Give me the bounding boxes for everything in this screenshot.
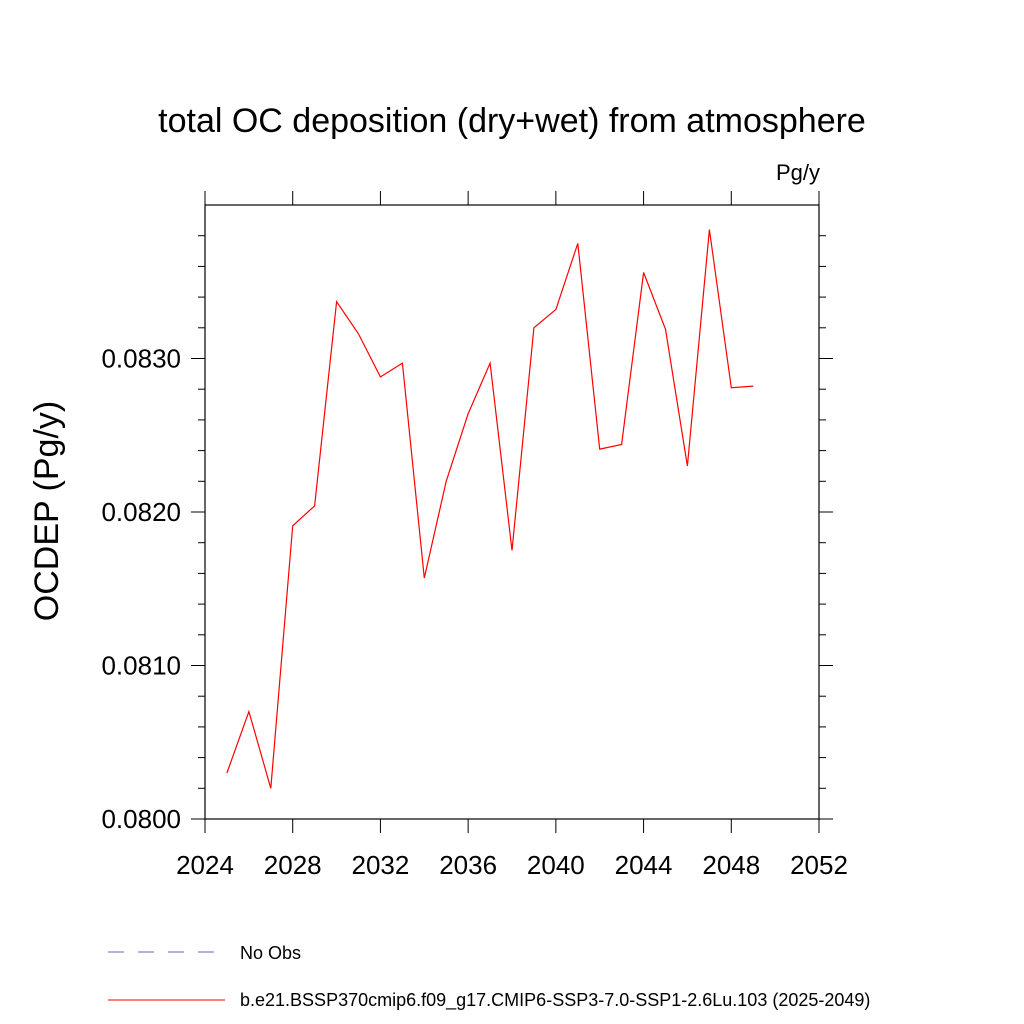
x-tick-label: 2036 xyxy=(439,850,497,880)
legend-label-no-obs: No Obs xyxy=(240,943,301,963)
plot-frame xyxy=(204,204,820,820)
series-line xyxy=(226,229,754,789)
legend: No Obs b.e21.BSSP370cmip6.f09_g17.CMIP6-… xyxy=(108,943,870,1011)
y-tick-label: 0.0820 xyxy=(101,497,181,527)
y-tick-label: 0.0830 xyxy=(101,344,181,374)
x-tick-label: 2044 xyxy=(615,850,673,880)
units-label: Pg/y xyxy=(776,160,820,185)
x-tick-label: 2052 xyxy=(790,850,848,880)
x-tick-label: 2032 xyxy=(352,850,410,880)
y-axis-label: OCDEP (Pg/y) xyxy=(28,401,66,621)
legend-label-model-run: b.e21.BSSP370cmip6.f09_g17.CMIP6-SSP3-7.… xyxy=(240,990,870,1011)
x-tick-label: 2024 xyxy=(176,850,234,880)
chart-title: total OC deposition (dry+wet) from atmos… xyxy=(158,102,866,140)
x-tick-label: 2028 xyxy=(264,850,322,880)
x-tick-label: 2040 xyxy=(527,850,585,880)
x-tick-label: 2048 xyxy=(702,850,760,880)
y-tick-label: 0.0800 xyxy=(101,804,181,834)
y-tick-label: 0.0810 xyxy=(101,651,181,681)
